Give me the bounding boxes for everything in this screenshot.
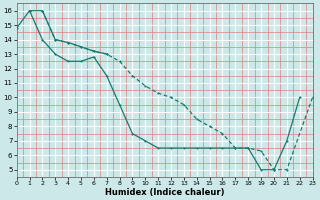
- X-axis label: Humidex (Indice chaleur): Humidex (Indice chaleur): [105, 188, 224, 197]
